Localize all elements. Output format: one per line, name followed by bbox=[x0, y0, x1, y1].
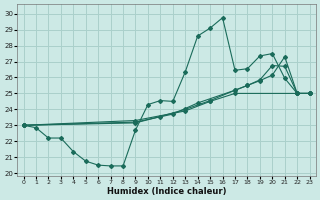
X-axis label: Humidex (Indice chaleur): Humidex (Indice chaleur) bbox=[107, 187, 226, 196]
